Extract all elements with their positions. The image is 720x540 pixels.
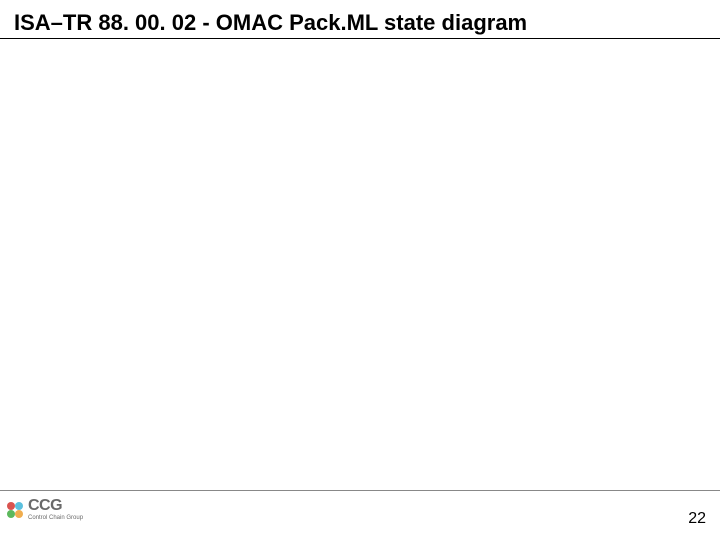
logo-subtext: Control Chain Group bbox=[28, 515, 83, 521]
title-underline bbox=[0, 38, 720, 39]
page-number: 22 bbox=[688, 510, 706, 528]
logo-text: CCG Control Chain Group bbox=[28, 498, 83, 521]
slide-title: ISA–TR 88. 00. 02 - OMAC Pack.ML state d… bbox=[14, 10, 527, 36]
logo-mark-icon bbox=[6, 501, 24, 519]
slide: ISA–TR 88. 00. 02 - OMAC Pack.ML state d… bbox=[0, 0, 720, 540]
footer-logo: CCG Control Chain Group bbox=[6, 498, 83, 521]
logo-brand: CCG bbox=[28, 498, 83, 514]
footer-divider bbox=[0, 490, 720, 491]
